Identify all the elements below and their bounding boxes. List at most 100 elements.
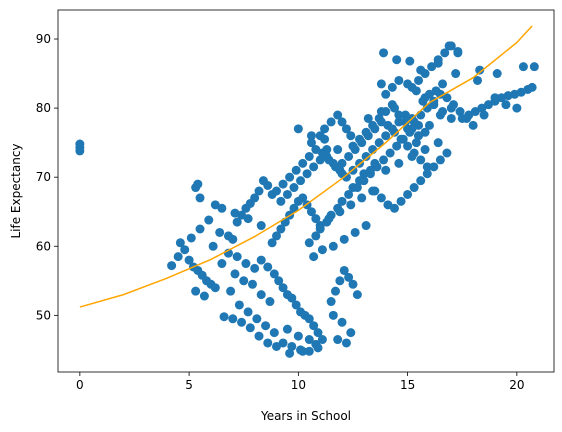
plot-frame (57, 9, 555, 373)
data-point (304, 151, 314, 161)
data-point (403, 124, 413, 134)
data-point (422, 169, 432, 179)
data-point (429, 162, 439, 172)
data-point (396, 196, 406, 206)
data-point (348, 141, 358, 151)
data-point (411, 138, 421, 148)
data-point (269, 269, 279, 279)
data-point (359, 176, 369, 186)
data-point (175, 238, 185, 248)
data-point (215, 227, 225, 237)
data-point (195, 224, 205, 234)
data-point (256, 255, 266, 265)
y-axis: 50 60 70 80 90 (36, 32, 58, 322)
data-point (265, 297, 275, 307)
data-point (387, 124, 397, 134)
data-point (208, 241, 218, 251)
data-point (267, 238, 277, 248)
data-point (298, 346, 308, 356)
data-point (352, 290, 362, 300)
data-point (298, 193, 308, 203)
data-point (355, 134, 365, 144)
data-point (335, 276, 345, 286)
data-point (379, 48, 389, 58)
data-point (328, 241, 338, 251)
data-point (326, 297, 336, 307)
data-point (455, 107, 465, 117)
data-point (444, 41, 454, 51)
data-point (232, 252, 242, 262)
data-point (473, 75, 483, 85)
data-point (368, 120, 378, 130)
data-point (243, 307, 253, 317)
data-point (239, 276, 249, 286)
data-point (389, 103, 399, 113)
data-point (394, 158, 404, 168)
data-point (394, 110, 404, 120)
y-tick-label: 90 (36, 32, 51, 46)
data-point (394, 117, 404, 127)
data-point (431, 86, 441, 96)
data-point (263, 338, 273, 348)
data-point (403, 189, 413, 199)
data-point (416, 65, 426, 75)
data-point (313, 328, 323, 338)
data-point (306, 207, 316, 217)
data-point (335, 207, 345, 217)
data-point (451, 69, 461, 79)
data-point (372, 162, 382, 172)
data-point (311, 339, 321, 349)
data-point (387, 82, 397, 92)
data-point (381, 165, 391, 175)
data-point (405, 56, 415, 66)
data-point (254, 186, 264, 196)
data-point (363, 113, 373, 123)
data-point (475, 65, 485, 75)
data-point (75, 146, 85, 156)
data-point (274, 276, 284, 286)
data-point (518, 62, 528, 72)
data-point (479, 110, 489, 120)
data-point (320, 124, 330, 134)
data-point (416, 155, 426, 165)
data-point (278, 179, 288, 189)
data-point (263, 180, 273, 190)
data-point (446, 113, 456, 123)
data-point (501, 100, 511, 110)
data-point (392, 55, 402, 65)
data-point (232, 217, 242, 227)
data-point (317, 335, 327, 345)
data-point (424, 120, 434, 130)
data-point (403, 141, 413, 151)
data-point (234, 300, 244, 310)
data-point (435, 155, 445, 165)
y-axis-label: Life Expectancy (9, 143, 23, 238)
data-point (381, 89, 391, 99)
data-point (422, 162, 432, 172)
data-point (328, 310, 338, 320)
data-point (199, 291, 209, 301)
data-point (409, 183, 419, 193)
data-point (278, 338, 288, 348)
data-point (293, 124, 303, 134)
data-point (219, 312, 229, 322)
data-point (315, 131, 325, 141)
data-point (261, 321, 271, 331)
data-point (228, 314, 238, 324)
data-point (285, 348, 295, 358)
data-point (468, 120, 478, 130)
data-point (326, 117, 336, 127)
data-point (256, 290, 266, 300)
y-tick-label: 50 (36, 308, 51, 322)
data-point (339, 265, 349, 275)
data-point (398, 134, 408, 144)
data-point (306, 138, 316, 148)
data-point (400, 117, 410, 127)
data-point (306, 131, 316, 141)
data-point (346, 200, 356, 210)
data-point (322, 151, 332, 161)
data-point (389, 203, 399, 213)
data-point (379, 155, 389, 165)
data-point (446, 103, 456, 113)
